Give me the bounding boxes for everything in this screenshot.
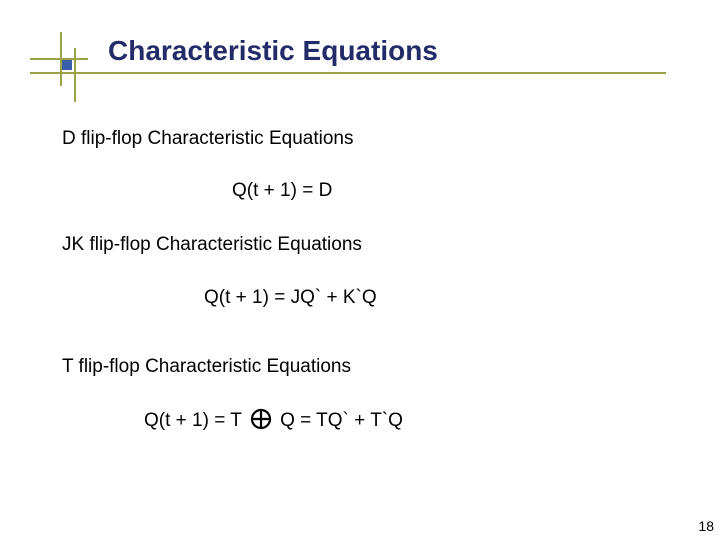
d-equation: Q(t + 1) = D: [232, 180, 332, 202]
jk-equation: Q(t + 1) = JQ` + K`Q: [204, 287, 377, 309]
t-equation-right: Q = TQ` + T`Q: [280, 410, 403, 431]
slide: Characteristic Equations D flip-flop Cha…: [0, 0, 720, 540]
jk-heading: JK flip-flop Characteristic Equations: [62, 234, 362, 256]
t-equation: Q(t + 1) = T Q = TQ` + T`Q: [144, 408, 403, 432]
d-heading: D flip-flop Characteristic Equations: [62, 128, 353, 150]
t-equation-left: Q(t + 1) = T: [144, 410, 242, 431]
page-number: 18: [698, 518, 714, 534]
page-title: Characteristic Equations: [108, 35, 438, 67]
t-heading: T flip-flop Characteristic Equations: [62, 356, 351, 378]
xor-icon: [250, 408, 272, 430]
